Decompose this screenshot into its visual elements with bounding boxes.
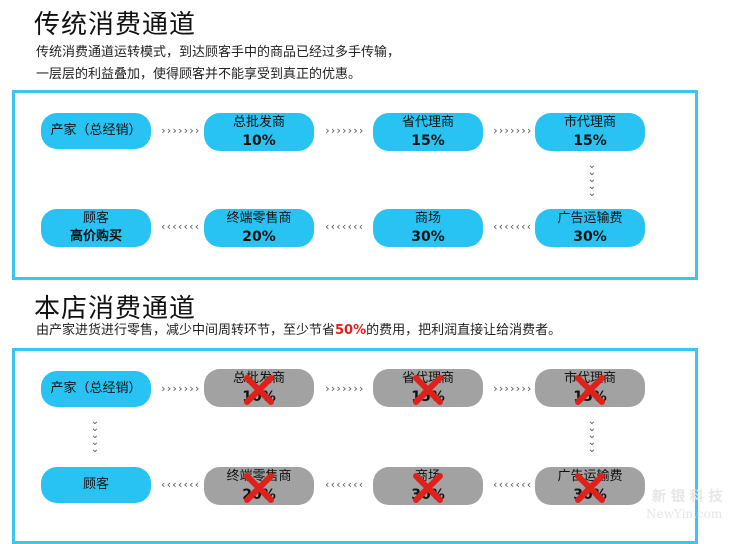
watermark-brand: 新 银 科 技 <box>652 489 723 505</box>
node-label: 广告运输费 <box>557 211 623 226</box>
node-terminal-retailer: 终端零售商 20% <box>204 209 314 247</box>
section1-desc-line2: 一层层的利益叠加，使得顾客并不能享受到真正的优惠。 <box>36 67 362 82</box>
savings-highlight: 50% <box>335 323 367 338</box>
node-label: 终端零售商 <box>226 469 292 484</box>
node-label: 产家（总经销） <box>50 381 142 396</box>
node-label: 总批发商 <box>232 371 285 386</box>
watermark-url: NewYin.com <box>646 507 723 521</box>
arrow-left: ‹‹‹‹‹‹‹ <box>324 220 364 233</box>
section2-desc-pre: 由产家进货进行零售，减少中间周转环节，至少节省 <box>36 323 336 338</box>
section2-desc-post: 的费用，把利润直接让给消费者。 <box>366 323 562 338</box>
node-percent: 20% <box>242 229 276 245</box>
node-customer: 顾客 <box>41 467 151 503</box>
node-customer: 顾客 高价购买 <box>41 209 151 247</box>
node-note: 高价购买 <box>69 229 122 244</box>
node-mall-eliminated: 商场 30% <box>373 467 483 505</box>
section1-desc-line1: 传统消费通道运转模式，到达顾客手中的商品已经过多手传输， <box>36 45 401 60</box>
section1-description: 传统消费通道运转模式，到达顾客手中的商品已经过多手传输， 一层层的利益叠加，使得… <box>36 42 400 86</box>
node-label: 省代理商 <box>401 115 454 130</box>
node-percent: 15% <box>411 133 445 149</box>
node-label: 商场 <box>414 211 441 226</box>
node-label: 顾客 <box>82 211 109 226</box>
node-mall: 商场 30% <box>373 209 483 247</box>
arrow-right: ››››››› <box>324 382 364 395</box>
arrow-right: ››››››› <box>160 382 200 395</box>
arrow-right: ››››››› <box>324 124 364 137</box>
section2-description: 由产家进货进行零售，减少中间周转环节，至少节省50%的费用，把利润直接让给消费者… <box>36 320 561 342</box>
node-label: 广告运输费 <box>557 469 623 484</box>
node-provincial-agent: 省代理商 15% <box>373 113 483 151</box>
arrow-left: ‹‹‹‹‹‹‹ <box>492 478 532 491</box>
cross-icon <box>413 473 443 503</box>
arrow-left: ‹‹‹‹‹‹‹ <box>160 478 200 491</box>
section2-title: 本店消费通道 <box>34 294 197 324</box>
arrow-down: ⌄ ⌄ ⌄ ⌄ ⌄ <box>587 160 597 199</box>
arrow-left: ‹‹‹‹‹‹‹ <box>324 478 364 491</box>
node-ads-transport: 广告运输费 30% <box>535 209 645 247</box>
arrow-left: ‹‹‹‹‹‹‹ <box>160 220 200 233</box>
node-label: 产家（总经销） <box>50 123 142 138</box>
arrow-right: ››››››› <box>492 124 532 137</box>
cross-icon <box>244 473 274 503</box>
node-manufacturer: 产家（总经销） <box>41 113 151 149</box>
node-percent: 10% <box>242 133 276 149</box>
node-percent: 30% <box>411 229 445 245</box>
arrow-right: ››››››› <box>160 124 200 137</box>
node-manufacturer: 产家（总经销） <box>41 371 151 407</box>
cross-icon <box>575 375 605 405</box>
node-city-agent: 市代理商 15% <box>535 113 645 151</box>
arrow-left: ‹‹‹‹‹‹‹ <box>492 220 532 233</box>
arrow-down: ⌄ ⌄ ⌄ ⌄ ⌄ <box>587 416 597 455</box>
section1-title: 传统消费通道 <box>34 10 197 40</box>
cross-icon <box>413 375 443 405</box>
node-label: 终端零售商 <box>226 211 292 226</box>
node-general-wholesaler: 总批发商 10% <box>204 113 314 151</box>
node-label: 总批发商 <box>232 115 285 130</box>
node-label: 省代理商 <box>401 371 454 386</box>
node-percent: 15% <box>573 133 607 149</box>
cross-icon <box>575 473 605 503</box>
node-label: 市代理商 <box>563 115 616 130</box>
cross-icon <box>244 375 274 405</box>
node-label: 顾客 <box>82 477 109 492</box>
node-label: 市代理商 <box>563 371 616 386</box>
node-percent: 30% <box>573 229 607 245</box>
arrow-down: ⌄ ⌄ ⌄ ⌄ ⌄ <box>90 416 100 455</box>
arrow-right: ››››››› <box>492 382 532 395</box>
